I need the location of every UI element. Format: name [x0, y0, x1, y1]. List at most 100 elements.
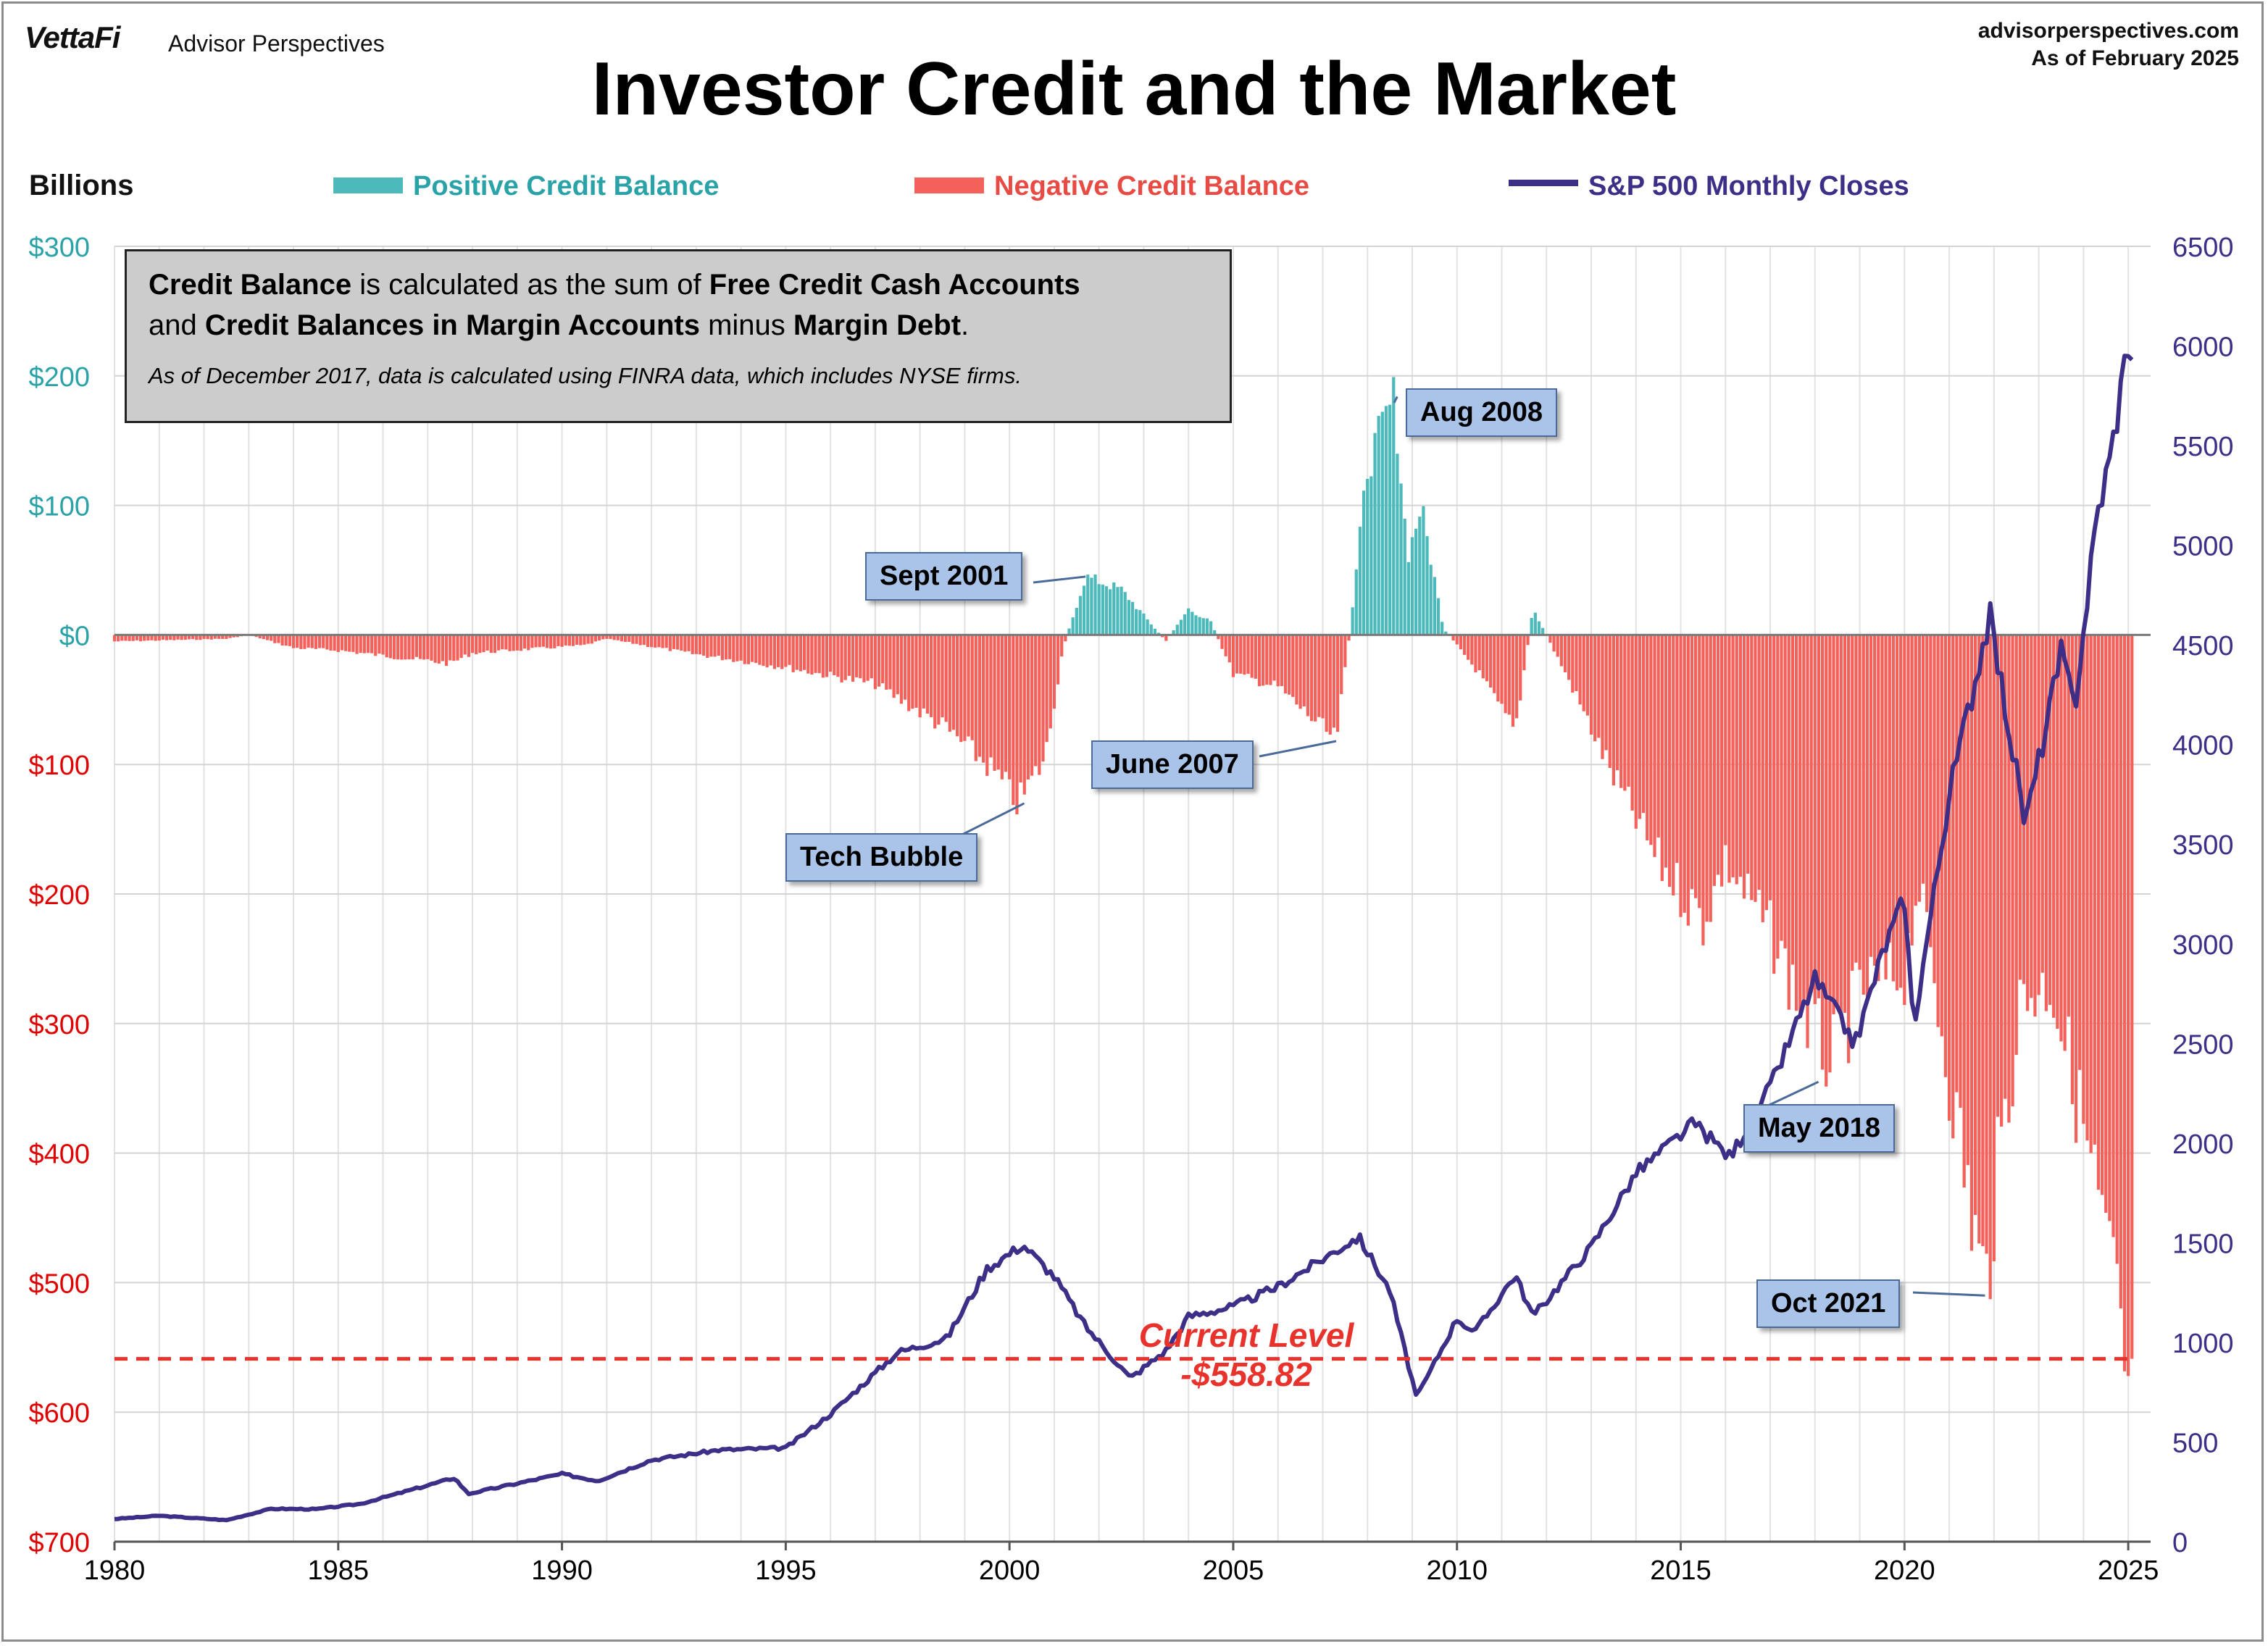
- credit-balance-bar: [1787, 635, 1790, 1010]
- info-box-definition: Credit Balance is calculated as the sum …: [149, 269, 1080, 341]
- credit-balance-bar: [765, 635, 769, 668]
- credit-balance-bar: [1731, 635, 1735, 877]
- credit-balance-bar: [1161, 635, 1164, 638]
- credit-balance-bar: [616, 635, 620, 640]
- credit-balance-bar: [1899, 635, 1903, 988]
- credit-balance-bar: [1179, 619, 1183, 635]
- credit-balance-bar: [862, 635, 866, 682]
- x-axis-tick-label: 1995: [755, 1555, 817, 1586]
- callout-june-2007: June 2007: [1091, 740, 1254, 789]
- credit-balance-bar: [378, 635, 381, 654]
- credit-balance-bar: [370, 635, 374, 653]
- callout-pointer: [1393, 396, 1398, 404]
- credit-balance-bar: [1254, 635, 1257, 679]
- credit-balance-bar: [2093, 635, 2096, 1145]
- credit-balance-bar: [418, 635, 422, 659]
- credit-balance-bar: [914, 635, 918, 708]
- credit-balance-bar: [1936, 635, 1940, 1027]
- credit-balance-bar: [527, 635, 530, 651]
- credit-balance-bar: [1664, 635, 1668, 868]
- credit-balance-bar: [553, 635, 556, 648]
- credit-balance-bar: [1656, 635, 1660, 838]
- credit-balance-bar: [501, 635, 504, 650]
- credit-balance-bar: [1354, 569, 1358, 635]
- credit-balance-bar: [959, 635, 963, 743]
- credit-balance-bar: [937, 635, 941, 725]
- credit-balance-bar: [2048, 635, 2052, 1006]
- credit-balance-bar: [470, 635, 475, 653]
- credit-balance-bar: [1060, 635, 1064, 657]
- credit-balance-bar: [1959, 635, 1962, 1108]
- credit-balance-bar: [2056, 635, 2059, 1029]
- credit-balance-bar: [948, 635, 951, 732]
- credit-balance-bar: [172, 635, 176, 640]
- credit-balance-bar: [146, 635, 150, 641]
- credit-balance-bar: [1347, 635, 1351, 641]
- credit-balance-bar: [1969, 635, 1974, 1251]
- credit-balance-bar: [1422, 506, 1425, 635]
- credit-balance-bar: [1380, 412, 1384, 635]
- credit-balance-bar: [1198, 617, 1201, 635]
- credit-balance-bar: [325, 635, 329, 650]
- credit-balance-bar: [788, 635, 791, 665]
- credit-balance-bar: [2063, 635, 2067, 1051]
- callout-pointer: [1259, 740, 1337, 758]
- credit-balance-bar: [2082, 635, 2085, 1124]
- credit-balance-bar: [2040, 635, 2044, 973]
- credit-balance-bar: [1638, 635, 1642, 819]
- credit-balance-bar: [1451, 635, 1455, 641]
- credit-balance-bar: [1433, 577, 1436, 635]
- credit-balance-bar: [258, 635, 262, 639]
- credit-balance-bar: [296, 635, 299, 648]
- credit-balance-bar: [866, 635, 870, 681]
- brand-subtitle: Advisor Perspectives: [168, 30, 385, 57]
- credit-balance-bar: [821, 635, 825, 678]
- credit-balance-bar: [183, 635, 187, 640]
- credit-balance-bar: [1038, 635, 1041, 775]
- credit-balance-bar: [1888, 635, 1891, 943]
- legend-negative: Negative Credit Balance: [914, 171, 1309, 202]
- credit-balance-bar: [1839, 635, 1843, 1013]
- credit-balance-bar: [1399, 483, 1403, 635]
- credit-balance-bar: [209, 635, 213, 640]
- credit-balance-bar: [847, 635, 851, 676]
- credit-balance-bar: [843, 635, 847, 680]
- credit-balance-bar: [1768, 635, 1772, 901]
- credit-balance-bar: [1235, 635, 1239, 674]
- credit-balance-bar: [1985, 635, 1988, 1254]
- credit-balance-bar: [1526, 635, 1530, 646]
- credit-balance-bar: [1187, 608, 1191, 635]
- credit-balance-bar: [1097, 584, 1101, 635]
- credit-balance-bar: [1406, 561, 1410, 635]
- x-axis-tick-label: 2020: [1874, 1555, 1935, 1586]
- credit-balance-bar: [1891, 635, 1896, 982]
- credit-balance-bar: [1794, 635, 1798, 1011]
- credit-balance-bar: [1172, 630, 1175, 635]
- credit-balance-bar: [1720, 635, 1724, 887]
- credit-balance-bar: [1231, 635, 1235, 677]
- credit-balance-bar: [654, 635, 657, 648]
- credit-balance-bar: [1716, 635, 1720, 875]
- credit-balance-bar: [1571, 635, 1575, 693]
- credit-balance-bar: [855, 635, 859, 677]
- credit-balance-bar: [2014, 635, 2018, 1056]
- right-axis-tick-label: 3000: [2172, 930, 2234, 961]
- credit-balance-bar: [1660, 635, 1664, 882]
- credit-balance-bar: [1436, 598, 1441, 635]
- credit-balance-bar: [2037, 635, 2040, 995]
- credit-balance-bar: [2127, 635, 2130, 1376]
- credit-balance-bar: [1646, 635, 1649, 841]
- credit-balance-bar: [941, 635, 944, 718]
- credit-balance-bar: [2004, 635, 2007, 1099]
- credit-balance-bar: [1156, 632, 1161, 635]
- credit-balance-bar: [310, 635, 314, 648]
- credit-balance-bar: [1858, 635, 1861, 970]
- callout-sept-2001: Sept 2001: [865, 552, 1023, 601]
- credit-balance-bar: [1262, 635, 1265, 686]
- credit-balance-bar: [724, 635, 728, 660]
- credit-balance-bar: [680, 635, 683, 651]
- credit-balance-bar: [530, 635, 534, 648]
- credit-balance-bar: [411, 635, 414, 660]
- credit-balance-bar: [1220, 635, 1224, 649]
- right-axis-tick-label: 4500: [2172, 631, 2234, 661]
